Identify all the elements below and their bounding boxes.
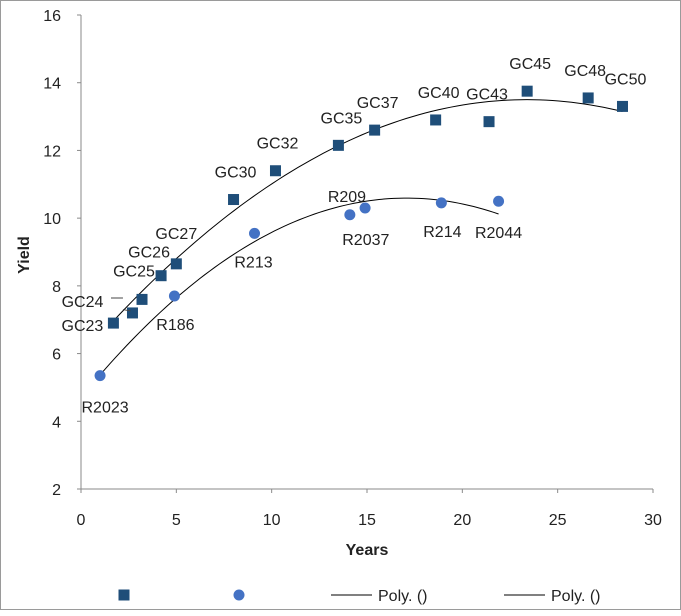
data-label-r2044: R2044 — [475, 225, 522, 242]
point-gc25 — [136, 293, 148, 305]
data-label-r2023: R2023 — [81, 400, 128, 417]
y-tick-labels: 2 4 6 8 10 12 14 16 — [43, 8, 81, 499]
x-axis-title: Years — [346, 542, 389, 559]
data-label-gc43: GC43 — [466, 87, 508, 104]
trendlines — [99, 99, 623, 376]
legend-circle-marker — [233, 589, 245, 601]
data-label-r214: R214 — [423, 224, 461, 241]
y-tick-label: 8 — [52, 279, 61, 296]
x-tick-label: 0 — [77, 512, 86, 529]
data-label-r209: R209 — [328, 189, 366, 206]
data-label-gc48: GC48 — [564, 63, 606, 80]
data-markers — [94, 85, 628, 382]
x-tick-label: 20 — [453, 512, 471, 529]
x-tick-label: 10 — [263, 512, 281, 529]
point-r2037 — [344, 209, 356, 221]
data-label-gc50: GC50 — [605, 71, 647, 88]
legend-square-marker — [118, 589, 130, 601]
x-tick-labels: 0 5 10 15 20 25 30 — [77, 489, 662, 529]
point-gc48 — [582, 92, 594, 104]
y-tick-label: 10 — [43, 211, 61, 228]
point-gc23 — [107, 317, 119, 329]
y-tick-label: 12 — [43, 143, 61, 160]
point-gc27 — [170, 258, 182, 270]
data-label-gc26: GC26 — [128, 245, 170, 262]
data-label-gc32: GC32 — [257, 136, 299, 153]
data-label-gc25: GC25 — [113, 263, 155, 280]
point-r214 — [435, 197, 447, 209]
x-tick-label: 5 — [172, 512, 181, 529]
data-label-gc45: GC45 — [509, 56, 551, 73]
data-label-gc40: GC40 — [418, 85, 460, 102]
point-gc43 — [483, 116, 495, 128]
point-gc45 — [521, 85, 533, 97]
y-tick-label: 14 — [43, 76, 61, 93]
x-tick-label: 15 — [358, 512, 376, 529]
data-label-r2037: R2037 — [342, 232, 389, 249]
point-gc35 — [332, 139, 344, 151]
trendline-1 — [113, 99, 623, 322]
point-gc50 — [616, 100, 628, 112]
leader-line-gc24 — [122, 309, 131, 312]
data-label-r213: R213 — [234, 254, 272, 271]
point-r213 — [249, 227, 261, 239]
y-axis-title: Yield — [16, 236, 33, 274]
point-r186 — [168, 290, 180, 302]
x-tick-label: 25 — [549, 512, 567, 529]
legend-label: Poly. () — [378, 588, 427, 605]
point-r209 — [359, 202, 371, 214]
trendline-2 — [99, 197, 499, 376]
point-gc37 — [369, 124, 381, 136]
data-label-gc23: GC23 — [62, 318, 104, 335]
point-gc30 — [228, 194, 240, 206]
data-label-gc30: GC30 — [215, 165, 257, 182]
data-label-gc27: GC27 — [155, 226, 197, 243]
point-gc40 — [430, 114, 442, 126]
point-r2044 — [493, 195, 505, 207]
legend: Poly. () Poly. () — [118, 588, 600, 605]
y-tick-label: 6 — [52, 347, 61, 364]
data-label-gc24: GC24 — [62, 294, 104, 311]
point-gc32 — [269, 165, 281, 177]
data-label-gc37: GC37 — [357, 95, 399, 112]
point-gc24 — [126, 307, 138, 319]
point-gc26 — [155, 270, 167, 282]
y-tick-label: 2 — [52, 482, 61, 499]
x-tick-label: 30 — [644, 512, 662, 529]
y-tick-label: 4 — [52, 414, 61, 431]
data-label-gc35: GC35 — [321, 110, 363, 127]
data-label-r186: R186 — [156, 317, 194, 334]
legend-label: Poly. () — [551, 588, 600, 605]
y-tick-label: 16 — [43, 8, 61, 25]
point-r2023 — [94, 370, 106, 382]
